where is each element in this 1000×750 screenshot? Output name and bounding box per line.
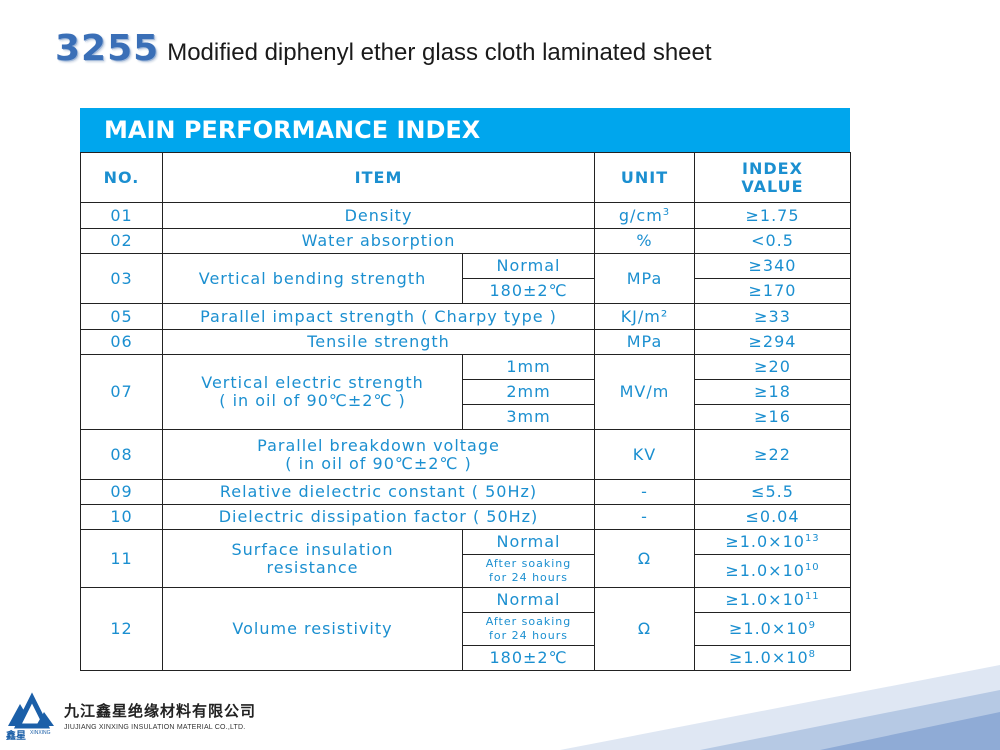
- table-row: 02 Water absorption % <0.5: [80, 228, 851, 254]
- table-row: 05 Parallel impact strength ( Charpy typ…: [80, 303, 851, 330]
- performance-table: NO. ITEM UNIT INDEX VALUE 01 Density g/cm…: [80, 152, 851, 671]
- header-no: NO.: [80, 152, 163, 203]
- header-item: ITEM: [162, 152, 595, 203]
- brand-name-en: XINXING: [30, 730, 51, 736]
- table-row: 07 Vertical electric strength( in oil of…: [80, 354, 851, 430]
- header-index-value: INDEX VALUE: [694, 152, 851, 203]
- header-unit: UNIT: [594, 152, 695, 203]
- page-title: 3255 Modified diphenyl ether glass cloth…: [55, 28, 712, 69]
- product-code: 3255: [55, 28, 160, 69]
- table-row: 180±2℃ ≥1.0×108: [81, 645, 851, 671]
- brand-name-cn: 鑫星: [6, 731, 26, 742]
- company-logo-icon: [8, 692, 54, 729]
- product-name: Modified diphenyl ether glass cloth lami…: [167, 39, 712, 66]
- section-banner: MAIN PERFORMANCE INDEX: [80, 108, 850, 152]
- table-row: 03 Vertical bending strength Normal MPa …: [80, 253, 851, 304]
- table-row: 180±2℃ ≥170: [81, 278, 851, 304]
- table-row: 10 Dielectric dissipation factor ( 50Hz)…: [80, 504, 851, 530]
- table-header-row: NO. ITEM UNIT INDEX VALUE: [80, 152, 851, 203]
- table-row: 11 Surface insulation resistance Normal Ω…: [80, 529, 851, 588]
- table-row: 06 Tensile strength MPa ≥294: [80, 329, 851, 355]
- company-name-en: JIUJIANG XINXING INSULATION MATERIAL CO.…: [64, 724, 246, 731]
- table-row: After soaking for 24 hours ≥1.0×109: [81, 612, 851, 646]
- table-row: 12 Volume resistivity Normal Ω ≥1.0×1011: [80, 587, 851, 671]
- table-row: 09 Relative dielectric constant ( 50Hz) …: [80, 479, 851, 505]
- company-name-cn: 九江鑫星绝缘材料有限公司: [64, 702, 257, 720]
- table-row: 08 Parallel breakdown voltage( in oil of…: [80, 429, 851, 480]
- table-row: 01 Density g/cm3 ≥1.75: [80, 202, 851, 229]
